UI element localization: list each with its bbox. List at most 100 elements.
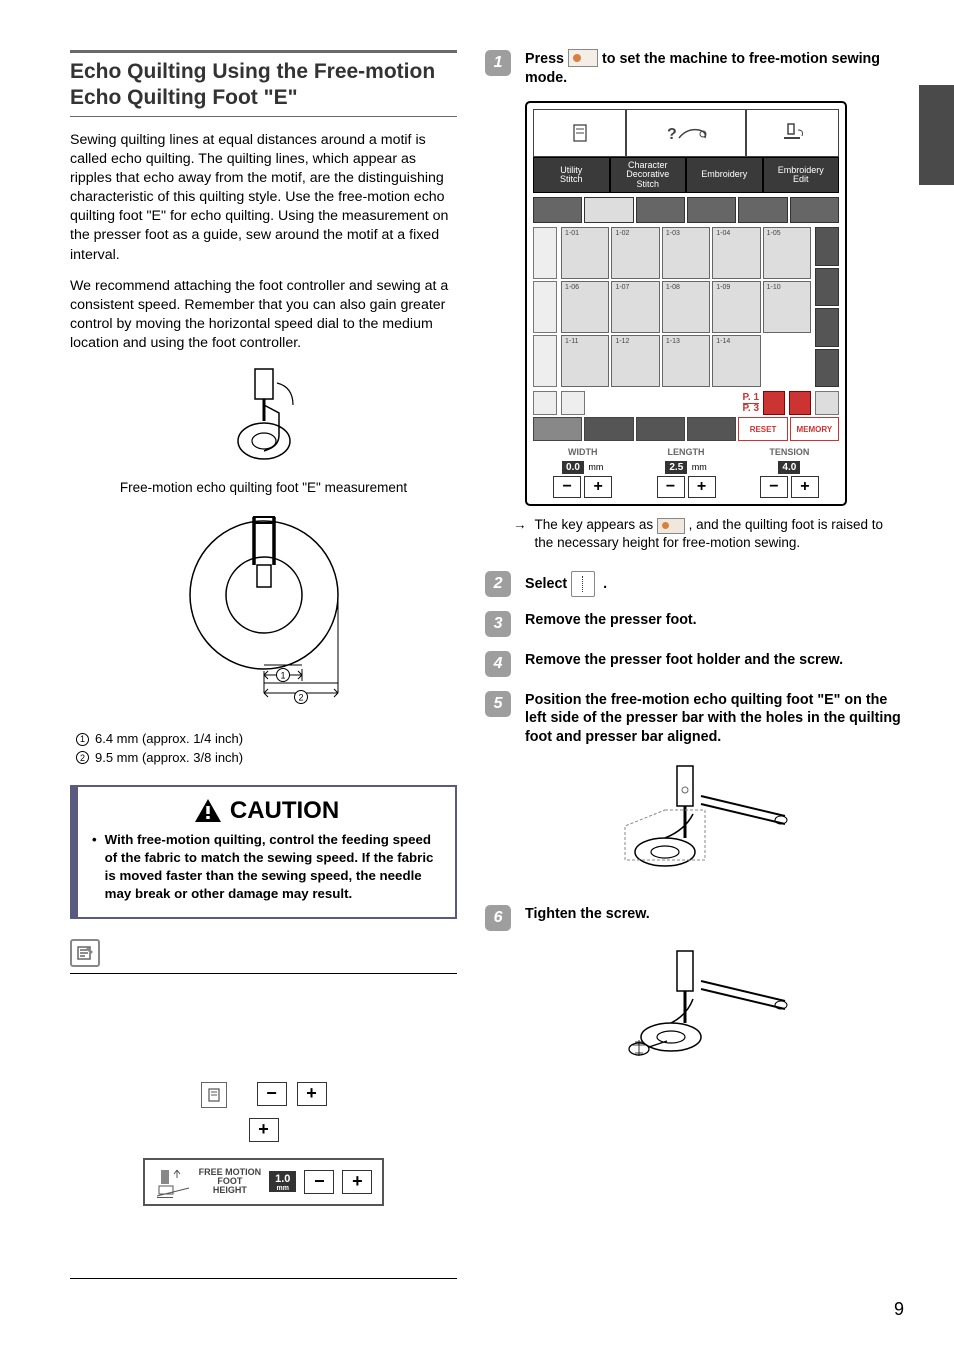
needle-btn[interactable]: [687, 417, 736, 441]
page-edge-tab: [919, 85, 954, 185]
toolbar-btn[interactable]: [738, 197, 787, 223]
step-number-4: 4: [485, 651, 511, 677]
tension-label: TENSION: [740, 447, 839, 457]
stitch-cell[interactable]: 1-13: [662, 335, 710, 387]
stitch-cell[interactable]: 1-09: [712, 281, 760, 333]
length-plus[interactable]: +: [688, 476, 716, 498]
step1-press: Press: [525, 51, 564, 67]
foot-height-panel: FREE MOTIONFOOTHEIGHT 1.0 mm − +: [143, 1158, 385, 1206]
scroll-btn[interactable]: [815, 308, 839, 347]
length-minus[interactable]: −: [657, 476, 685, 498]
figure-caption-foot: Free-motion echo quilting foot "E" measu…: [70, 480, 457, 495]
stitch-grid: 1-01 1-02 1-03 1-04 1-05 1-06 1-07 1-08 …: [561, 227, 811, 387]
warning-icon: [194, 798, 222, 823]
intro-paragraph-1: Sewing quilting lines at equal distances…: [70, 131, 457, 265]
memo-icon: [70, 939, 100, 967]
key-icon-active: [657, 518, 685, 534]
screen-tab-help-icon[interactable]: ?: [626, 109, 746, 157]
stitch-cell[interactable]: 1-04: [712, 227, 760, 279]
mode-decorative[interactable]: CharacterDecorativeStitch: [610, 157, 687, 193]
reset-btn[interactable]: RESET: [738, 417, 787, 441]
page-number: 9: [894, 1299, 904, 1320]
toolbar-btn[interactable]: [636, 197, 685, 223]
stitch-cell[interactable]: 1-06: [561, 281, 609, 333]
mode-utility[interactable]: UtilityStitch: [533, 157, 610, 193]
close-btn[interactable]: [533, 417, 582, 441]
screen-tab-presser-icon[interactable]: [746, 109, 839, 157]
side-btn[interactable]: [533, 335, 557, 387]
step5-text: Position the free-motion echo quilting f…: [525, 691, 904, 747]
toolbar-btn[interactable]: [687, 197, 736, 223]
stitch-cell[interactable]: 1-12: [611, 335, 659, 387]
toolbar-btn[interactable]: [533, 197, 582, 223]
step-3: 3 Remove the presser foot.: [485, 611, 904, 637]
image-btn[interactable]: [636, 417, 685, 441]
stitch-cell[interactable]: 1-07: [611, 281, 659, 333]
memo-figure-settings: − + + FREE MOTIONFOOTHEIGHT 1.0 mm: [70, 1082, 457, 1206]
length-value: 2.5: [665, 461, 687, 474]
step-6: 6 Tighten the screw.: [485, 905, 904, 931]
stitch-cell[interactable]: 1-10: [763, 281, 811, 333]
scroll-btn[interactable]: [815, 227, 839, 266]
screen-tab-settings-icon[interactable]: [533, 109, 626, 157]
lcd-screen-figure: ? UtilityStitch: [525, 101, 904, 506]
nav-btn[interactable]: [561, 391, 585, 415]
stitch-cell[interactable]: 1-05: [763, 227, 811, 279]
foot-height-label: FREE MOTIONFOOTHEIGHT: [199, 1168, 262, 1195]
tension-minus[interactable]: −: [760, 476, 788, 498]
caution-box: CAUTION • With free-motion quilting, con…: [70, 785, 457, 919]
plus-button-memo1[interactable]: +: [297, 1082, 327, 1106]
tension-value: 4.0: [778, 461, 800, 474]
memory-btn[interactable]: MEMORY: [790, 417, 839, 441]
tension-plus[interactable]: +: [791, 476, 819, 498]
step-number-5: 5: [485, 691, 511, 717]
step3-text: Remove the presser foot.: [525, 611, 904, 637]
length-label: LENGTH: [636, 447, 735, 457]
side-btn[interactable]: [533, 281, 557, 333]
scroll-btn[interactable]: [815, 349, 839, 388]
figure-foot-measure-2: 1 2: [70, 505, 457, 720]
right-column: 1 Press to set the machine to free-motio…: [485, 50, 904, 1279]
page-down-btn[interactable]: [789, 391, 811, 415]
stitch-cell[interactable]: 1-01: [561, 227, 609, 279]
svg-text:2: 2: [298, 693, 303, 703]
stitch-cell[interactable]: 1-03: [662, 227, 710, 279]
nav-btn[interactable]: [533, 391, 557, 415]
page-up-btn[interactable]: [763, 391, 785, 415]
step-5: 5 Position the free-motion echo quilting…: [485, 691, 904, 747]
step-1: 1 Press to set the machine to free-motio…: [485, 50, 904, 87]
step-number-3: 3: [485, 611, 511, 637]
toolbar-btn[interactable]: [790, 197, 839, 223]
section-heading: Echo Quilting Using the Free-motion Echo…: [70, 50, 457, 117]
stitch-cell[interactable]: 1-08: [662, 281, 710, 333]
step-number-1: 1: [485, 50, 511, 76]
mode-embroidery-edit[interactable]: EmbroideryEdit: [763, 157, 840, 193]
step-2: 2 Select .: [485, 571, 904, 597]
scroll-btn[interactable]: [815, 268, 839, 307]
foot-height-plus-button[interactable]: +: [342, 1170, 372, 1194]
plus-button-memo2[interactable]: +: [249, 1118, 279, 1142]
width-plus[interactable]: +: [584, 476, 612, 498]
side-btn[interactable]: [533, 227, 557, 279]
mode-embroidery[interactable]: Embroidery: [686, 157, 763, 193]
foot-height-minus-button[interactable]: −: [304, 1170, 334, 1194]
step1-result: → The key appears as , and the quilting …: [513, 516, 904, 552]
width-minus[interactable]: −: [553, 476, 581, 498]
caution-text: With free-motion quilting, control the f…: [105, 831, 441, 903]
minus-button-memo1[interactable]: −: [257, 1082, 287, 1106]
stitch-cell[interactable]: 1-11: [561, 335, 609, 387]
bullet-icon: •: [92, 831, 97, 903]
free-motion-key-icon[interactable]: [568, 49, 598, 67]
nav-btn[interactable]: [815, 391, 839, 415]
dimension-1: 16.4 mm (approx. 1/4 inch): [76, 730, 457, 748]
figure-step6: [485, 945, 904, 1070]
mirror-btn[interactable]: [584, 417, 633, 441]
step6-text: Tighten the screw.: [525, 905, 904, 931]
stitch-cell[interactable]: 1-02: [611, 227, 659, 279]
stitch-select-icon[interactable]: [571, 571, 595, 597]
dimension-list: 16.4 mm (approx. 1/4 inch) 29.5 mm (appr…: [70, 730, 457, 766]
intro-paragraph-2: We recommend attaching the foot controll…: [70, 277, 457, 354]
step4-text: Remove the presser foot holder and the s…: [525, 651, 904, 677]
toolbar-btn[interactable]: [584, 197, 633, 223]
stitch-cell[interactable]: 1-14: [712, 335, 760, 387]
